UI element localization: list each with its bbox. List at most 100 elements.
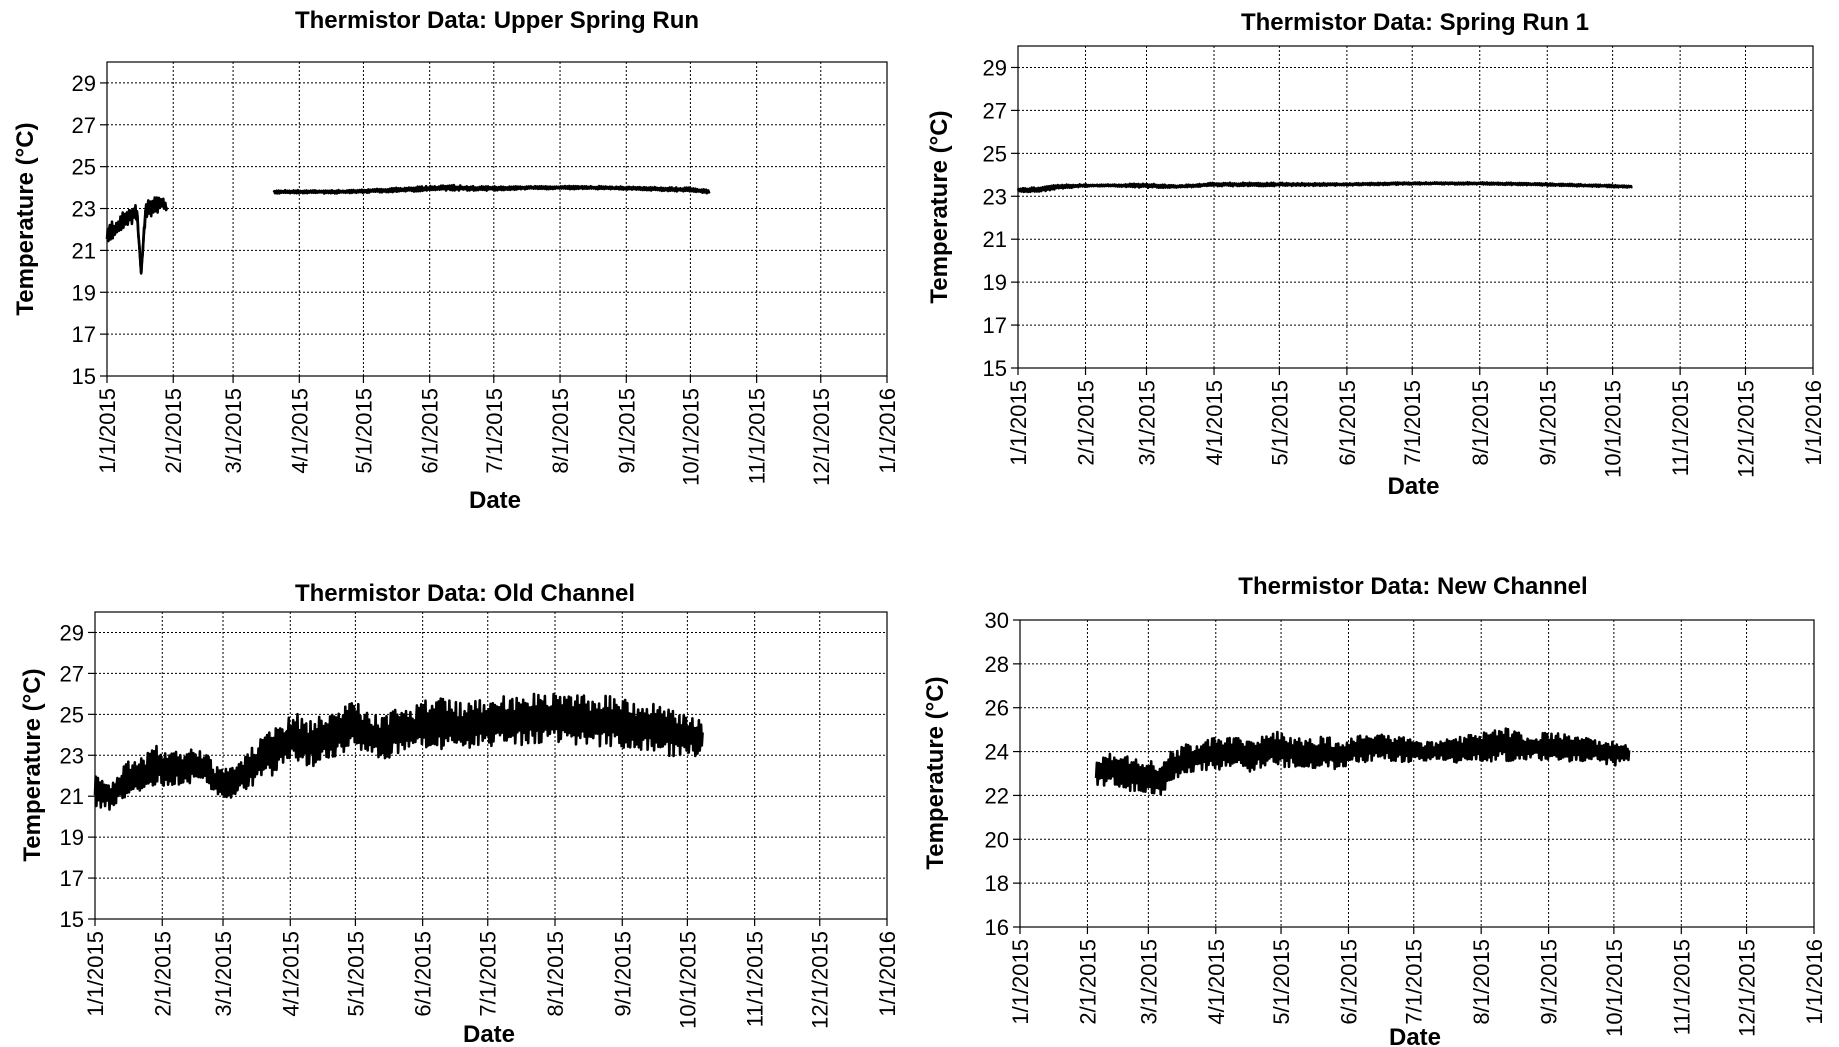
x-tick-label: 8/1/2015 [548, 388, 573, 474]
plot-area [106, 61, 888, 377]
y-tick-label: 25 [60, 702, 84, 727]
x-tick-label: 3/1/2015 [211, 931, 236, 1017]
x-tick-label: 1/1/2016 [1802, 939, 1827, 1025]
x-axis-label: Date [1387, 473, 1439, 500]
y-tick-label: 17 [72, 322, 96, 347]
x-tick-label: 6/1/2015 [411, 931, 436, 1017]
series-line [105, 196, 168, 275]
x-tick-label: 6/1/2015 [1336, 939, 1361, 1025]
x-axis-label: Date [1389, 1024, 1441, 1047]
series-line [1094, 727, 1631, 796]
x-tick-label: 9/1/2015 [1535, 380, 1560, 466]
y-tick-label: 19 [983, 270, 1007, 295]
x-tick-label: 4/1/2015 [1202, 380, 1227, 466]
series-mean-line [105, 200, 168, 274]
x-tick-label: 1/1/2016 [875, 931, 900, 1017]
y-tick-label: 15 [60, 907, 84, 932]
series-line [93, 692, 704, 811]
x-tick-label: 10/1/2015 [1601, 380, 1626, 478]
y-tick-label: 15 [72, 364, 96, 389]
x-tick-label: 7/1/2015 [482, 388, 507, 474]
y-tick-label: 29 [60, 620, 84, 645]
x-tick-label: 3/1/2015 [1135, 380, 1160, 466]
y-axis-label: Temperature (°C) [12, 122, 39, 315]
y-tick-label: 25 [983, 141, 1007, 166]
x-tick-label: 9/1/2015 [610, 931, 635, 1017]
x-tick-label: 11/1/2015 [1669, 939, 1694, 1035]
x-tick-label: 2/1/2015 [1074, 380, 1099, 466]
x-tick-label: 10/1/2015 [1602, 939, 1627, 1037]
x-tick-label: 12/1/2015 [808, 931, 833, 1029]
y-tick-label: 19 [60, 825, 84, 850]
y-tick-label: 30 [985, 608, 1009, 633]
x-tick-label: 12/1/2015 [1735, 939, 1760, 1037]
y-tick-label: 28 [985, 652, 1009, 677]
chart-panel-4: Thermistor Data: New Channel 16 18 20 22 24 26… [922, 573, 1827, 1047]
y-tick-label: 22 [985, 783, 1009, 808]
x-tick-label: 12/1/2015 [1733, 380, 1758, 478]
series-mean-line [273, 186, 710, 194]
y-tick-label: 18 [985, 871, 1009, 896]
x-tick-label: 6/1/2015 [418, 388, 443, 474]
y-tick-label: 21 [72, 238, 96, 263]
x-tick-label: 8/1/2015 [1469, 939, 1494, 1025]
chart-panel-3: Thermistor Data: Old Channel 15 17 19 21 23 25… [19, 580, 900, 1047]
x-tick-label: 12/1/2015 [809, 388, 834, 486]
x-tick-label: 1/1/2015 [83, 931, 108, 1017]
x-tick-label: 5/1/2015 [1269, 939, 1294, 1025]
x-tick-label: 6/1/2015 [1335, 380, 1360, 466]
y-tick-label: 21 [60, 784, 84, 809]
x-tick-label: 11/1/2015 [743, 931, 768, 1027]
chart-title: Thermistor Data: New Channel [1238, 573, 1587, 600]
x-tick-label: 2/1/2015 [150, 931, 175, 1017]
x-tick-label: 5/1/2015 [343, 931, 368, 1017]
plot-area [1017, 45, 1814, 369]
x-tick-label: 2/1/2015 [161, 388, 186, 474]
x-tick-label: 1/1/2015 [1006, 380, 1031, 466]
y-axis-label: Temperature (°C) [19, 668, 46, 861]
x-tick-label: 8/1/2015 [543, 931, 568, 1017]
x-tick-label: 7/1/2015 [1400, 380, 1425, 466]
y-tick-label: 17 [60, 866, 84, 891]
chart-title: Thermistor Data: Old Channel [295, 580, 635, 607]
y-tick-label: 29 [983, 55, 1007, 80]
series-mean-line [1018, 182, 1633, 192]
series-mean-line [1095, 743, 1630, 782]
chart-panel-2: Thermistor Data: Spring Run 1 15 17 19 21 23 2… [926, 9, 1826, 500]
y-axis-label: Temperature (°C) [926, 110, 953, 303]
chart-panel-1: Thermistor Data: Upper Spring Run 15 17 19 2… [12, 7, 900, 514]
y-tick-label: 27 [60, 661, 84, 686]
x-tick-label: 3/1/2015 [1136, 939, 1161, 1025]
x-tick-label: 7/1/2015 [476, 931, 501, 1017]
y-tick-label: 26 [985, 696, 1009, 721]
series-mean-line [94, 717, 703, 798]
y-tick-label: 29 [72, 71, 96, 96]
chart-title: Thermistor Data: Upper Spring Run [295, 7, 699, 34]
x-tick-label: 9/1/2015 [1537, 939, 1562, 1025]
x-tick-label: 1/1/2016 [1801, 380, 1826, 466]
x-axis-label: Date [463, 1021, 515, 1047]
x-tick-label: 10/1/2015 [675, 931, 700, 1029]
x-tick-label: 1/1/2015 [95, 388, 120, 474]
x-tick-label: 11/1/2015 [745, 388, 770, 484]
y-tick-label: 23 [60, 743, 84, 768]
y-tick-label: 19 [72, 280, 96, 305]
y-tick-label: 20 [985, 827, 1009, 852]
x-tick-label: 7/1/2015 [1402, 939, 1427, 1025]
y-tick-label: 23 [72, 197, 96, 222]
y-axis-label: Temperature (°C) [922, 676, 949, 869]
x-tick-label: 10/1/2015 [678, 388, 703, 486]
y-tick-label: 27 [72, 113, 96, 138]
y-tick-label: 27 [983, 98, 1007, 123]
x-tick-label: 9/1/2015 [614, 388, 639, 474]
x-tick-label: 1/1/2016 [875, 388, 900, 474]
y-tick-label: 24 [985, 740, 1009, 765]
chart-title: Thermistor Data: Spring Run 1 [1241, 9, 1589, 36]
x-tick-label: 5/1/2015 [351, 388, 376, 474]
x-tick-label: 4/1/2015 [278, 931, 303, 1017]
x-tick-label: 8/1/2015 [1468, 380, 1493, 466]
plot-area [94, 611, 888, 920]
y-tick-label: 23 [983, 184, 1007, 209]
y-tick-label: 16 [985, 915, 1009, 940]
